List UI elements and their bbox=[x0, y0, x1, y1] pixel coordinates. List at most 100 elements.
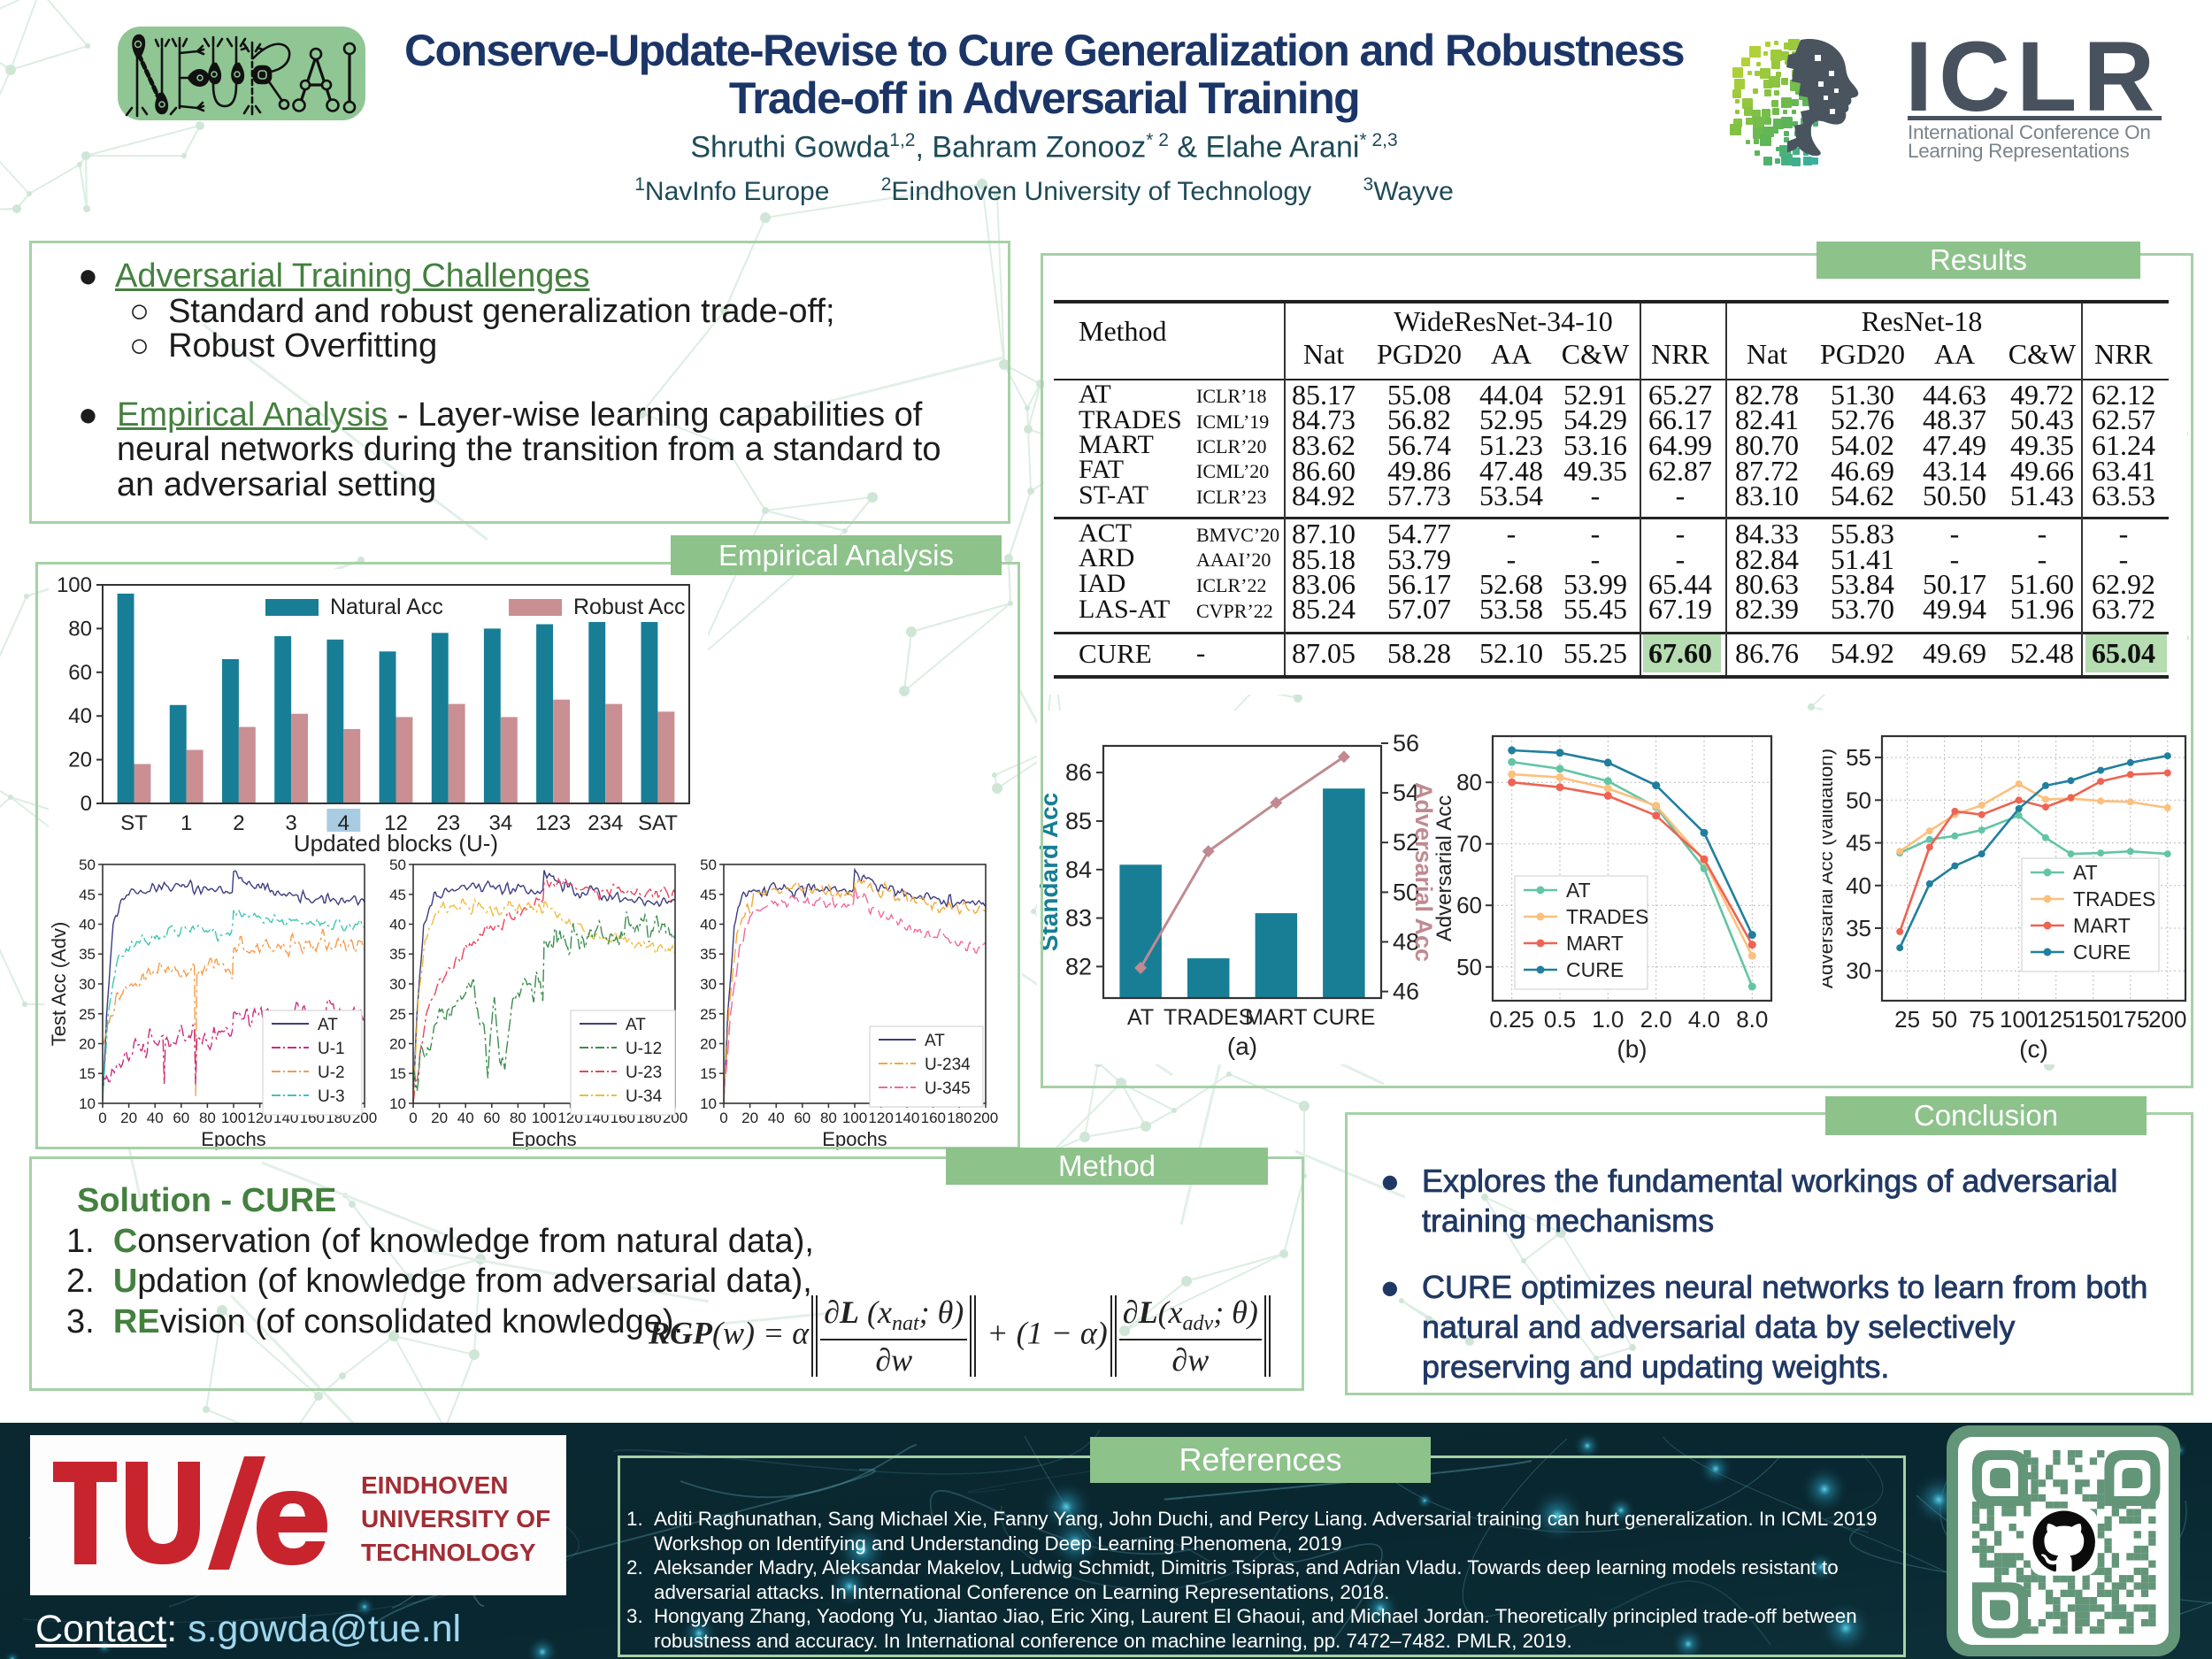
svg-text:48: 48 bbox=[1393, 929, 1419, 956]
svg-text:120: 120 bbox=[868, 1110, 893, 1126]
svg-text:U-234: U-234 bbox=[925, 1056, 971, 1074]
svg-text:EINDHOVEN: EINDHOVEN bbox=[361, 1471, 508, 1499]
svg-text:23: 23 bbox=[436, 811, 460, 835]
svg-text:34: 34 bbox=[489, 811, 513, 835]
svg-text:Epochs: Epochs bbox=[511, 1128, 576, 1150]
svg-text:60: 60 bbox=[483, 1110, 500, 1126]
svg-text:40: 40 bbox=[1846, 872, 1871, 899]
svg-text:2.0: 2.0 bbox=[1640, 1006, 1672, 1033]
svg-text:60: 60 bbox=[1456, 892, 1482, 918]
svg-text:234: 234 bbox=[588, 811, 623, 835]
svg-text:4: 4 bbox=[338, 811, 349, 835]
svg-text:40: 40 bbox=[768, 1110, 785, 1126]
svg-text:0: 0 bbox=[719, 1110, 727, 1126]
svg-text:200: 200 bbox=[973, 1110, 998, 1126]
svg-text:AT: AT bbox=[626, 1016, 646, 1034]
svg-text:10: 10 bbox=[389, 1095, 406, 1112]
svg-text:AT: AT bbox=[318, 1016, 338, 1034]
svg-text:ICLR: ICLR bbox=[1905, 25, 2161, 132]
svg-text:20: 20 bbox=[120, 1110, 137, 1126]
svg-text:25: 25 bbox=[389, 1006, 406, 1023]
svg-text:1: 1 bbox=[180, 811, 192, 835]
svg-text:100: 100 bbox=[532, 1110, 557, 1126]
svg-text:125: 125 bbox=[2037, 1006, 2075, 1033]
svg-text:40: 40 bbox=[147, 1110, 164, 1126]
svg-text:20: 20 bbox=[389, 1036, 406, 1053]
svg-text:AT: AT bbox=[1127, 1005, 1154, 1030]
svg-text:(c): (c) bbox=[2019, 1035, 2048, 1063]
svg-text:60: 60 bbox=[794, 1110, 810, 1126]
svg-text:Epochs: Epochs bbox=[201, 1128, 265, 1150]
svg-text:U-1: U-1 bbox=[318, 1040, 345, 1058]
svg-text:(a): (a) bbox=[1227, 1033, 1257, 1060]
svg-text:35: 35 bbox=[389, 946, 406, 963]
svg-text:40: 40 bbox=[68, 704, 92, 728]
svg-text:80: 80 bbox=[510, 1110, 526, 1126]
svg-text:2: 2 bbox=[233, 811, 244, 835]
svg-text:U-12: U-12 bbox=[626, 1040, 662, 1058]
svg-text:20: 20 bbox=[79, 1036, 96, 1053]
svg-text:82: 82 bbox=[1065, 953, 1092, 979]
svg-text:Robust Acc: Robust Acc bbox=[573, 595, 685, 619]
svg-text:AT: AT bbox=[925, 1032, 945, 1050]
svg-text:25: 25 bbox=[700, 1006, 717, 1023]
svg-text:SAT: SAT bbox=[638, 811, 678, 835]
svg-text:35: 35 bbox=[700, 946, 717, 963]
svg-text:1.0: 1.0 bbox=[1592, 1006, 1624, 1033]
svg-text:Test Acc (Adv): Test Acc (Adv) bbox=[48, 922, 70, 1047]
svg-text:100: 100 bbox=[2000, 1006, 2038, 1033]
svg-text:25: 25 bbox=[79, 1006, 96, 1023]
svg-text:50: 50 bbox=[1846, 787, 1871, 813]
svg-text:83: 83 bbox=[1065, 905, 1092, 932]
svg-text:40: 40 bbox=[700, 917, 717, 933]
svg-text:U-345: U-345 bbox=[925, 1079, 971, 1098]
svg-text:20: 20 bbox=[741, 1110, 758, 1126]
svg-text:15: 15 bbox=[389, 1065, 406, 1082]
svg-text:60: 60 bbox=[173, 1110, 189, 1126]
svg-text:AT: AT bbox=[2073, 861, 2098, 884]
svg-text:140: 140 bbox=[895, 1110, 919, 1126]
svg-text:0.25: 0.25 bbox=[1489, 1006, 1534, 1033]
svg-text:MART: MART bbox=[2073, 914, 2131, 937]
svg-text:100: 100 bbox=[221, 1110, 246, 1126]
svg-text:20: 20 bbox=[700, 1036, 717, 1053]
svg-text:TECHNOLOGY: TECHNOLOGY bbox=[361, 1539, 536, 1566]
svg-text:75: 75 bbox=[1969, 1006, 1994, 1033]
svg-text:U-2: U-2 bbox=[318, 1064, 345, 1082]
svg-text:20: 20 bbox=[431, 1110, 448, 1126]
svg-text:CURE: CURE bbox=[1312, 1005, 1375, 1030]
svg-text:80: 80 bbox=[199, 1110, 216, 1126]
svg-text:0: 0 bbox=[81, 792, 92, 816]
svg-text:8.0: 8.0 bbox=[1736, 1006, 1768, 1033]
svg-text:Updated blocks (U-): Updated blocks (U-) bbox=[294, 830, 498, 856]
svg-text:MART: MART bbox=[1566, 932, 1624, 955]
svg-text:55: 55 bbox=[1846, 744, 1871, 771]
svg-text:UNIVERSITY OF: UNIVERSITY OF bbox=[361, 1505, 550, 1532]
svg-text:CURE: CURE bbox=[2073, 941, 2131, 964]
svg-text:70: 70 bbox=[1456, 831, 1482, 857]
svg-text:80: 80 bbox=[1456, 769, 1482, 795]
svg-text:0: 0 bbox=[409, 1110, 417, 1126]
svg-text:60: 60 bbox=[68, 661, 92, 685]
svg-text:Natural Acc: Natural Acc bbox=[330, 595, 443, 619]
svg-text:U-34: U-34 bbox=[626, 1087, 663, 1106]
svg-text:175: 175 bbox=[2111, 1006, 2149, 1033]
svg-text:U-3: U-3 bbox=[318, 1087, 345, 1106]
svg-text:MART: MART bbox=[1245, 1005, 1307, 1030]
svg-text:3: 3 bbox=[285, 811, 296, 835]
svg-text:45: 45 bbox=[1846, 830, 1871, 856]
svg-text:30: 30 bbox=[700, 976, 717, 993]
svg-text:40: 40 bbox=[389, 917, 406, 933]
svg-text:80: 80 bbox=[68, 617, 92, 641]
svg-text:4.0: 4.0 bbox=[1688, 1006, 1720, 1033]
svg-text:50: 50 bbox=[1393, 879, 1419, 905]
svg-text:50: 50 bbox=[79, 856, 96, 873]
svg-text:International Conference On: International Conference On bbox=[1908, 121, 2151, 143]
svg-text:30: 30 bbox=[1846, 957, 1871, 984]
svg-text:10: 10 bbox=[79, 1095, 96, 1112]
svg-text:CURE: CURE bbox=[1566, 958, 1624, 981]
svg-text:30: 30 bbox=[389, 976, 406, 993]
svg-text:TRADES: TRADES bbox=[2073, 887, 2155, 910]
svg-text:123: 123 bbox=[535, 811, 571, 835]
svg-text:84: 84 bbox=[1065, 856, 1092, 883]
